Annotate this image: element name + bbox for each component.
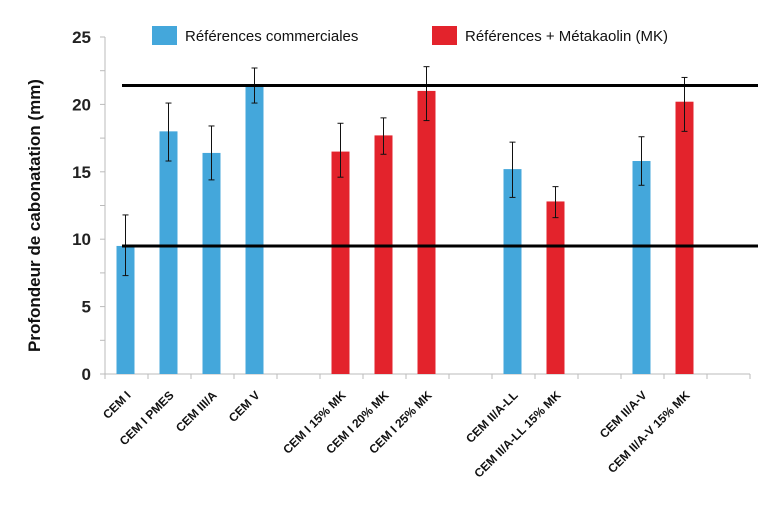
bar	[159, 131, 178, 374]
bar	[116, 245, 135, 374]
bar	[245, 85, 264, 374]
bar	[417, 90, 436, 375]
y-tick-label: 25	[72, 28, 91, 47]
legend-label: Références commerciales	[185, 28, 358, 45]
legend-swatch	[432, 26, 457, 45]
x-tick-label: CEM I	[100, 388, 133, 421]
y-tick-label: 0	[82, 365, 91, 384]
bar	[675, 101, 694, 374]
bar	[202, 152, 221, 374]
y-axis-label: Profondeur de cabonatation (mm)	[25, 79, 44, 352]
x-tick-label: CEM II/A-V 15% MK	[605, 388, 693, 476]
y-tick-label: 10	[72, 230, 91, 249]
y-tick-label: 15	[72, 163, 91, 182]
bar	[546, 201, 565, 374]
x-tick-label: CEM V	[226, 388, 263, 425]
bar	[374, 135, 393, 374]
y-tick-label: 20	[72, 95, 91, 114]
bar	[331, 151, 350, 374]
bar	[503, 169, 522, 374]
y-tick-label: 5	[82, 298, 91, 317]
x-tick-label: CEM II/A-LL 15% MK	[471, 388, 563, 480]
legend-swatch	[152, 26, 177, 45]
x-tick-label: CEM III/A	[173, 388, 220, 435]
bar	[632, 161, 651, 374]
legend-label: Références + Métakaolin (MK)	[465, 28, 668, 45]
